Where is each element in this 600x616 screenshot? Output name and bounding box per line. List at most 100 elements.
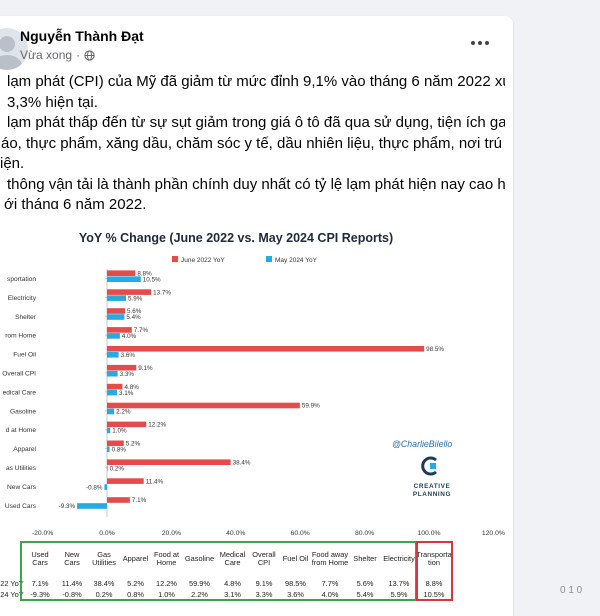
bar-june-2022 (107, 289, 152, 295)
data-label: 10.5% (143, 276, 161, 283)
table-cell: 59.9% (189, 579, 210, 588)
x-tick-label: -20.0% (32, 530, 54, 537)
category-label: Apparel (13, 446, 36, 453)
data-label: -0.8% (86, 484, 103, 491)
table-cell: 12.2% (156, 579, 177, 588)
bar-may-2024 (107, 370, 118, 377)
bar-june-2022 (107, 383, 123, 390)
cpi-comparison-table: Used Cars New Cars Gas Utilities Apparel Foo… (0, 541, 510, 601)
table-row-label: 24 YoY (0, 590, 24, 599)
logo-text-line: PLANNING (413, 491, 451, 498)
bar-june-2022 (107, 270, 136, 276)
data-label: 5.9% (128, 295, 143, 302)
table-header-cell: Overall CPI (252, 550, 276, 567)
bar-may-2024 (107, 276, 141, 282)
x-tick-label: 60.0% (291, 530, 310, 537)
bar-may-2024 (107, 427, 111, 434)
data-label: 5.2% (126, 441, 141, 448)
highlight-frame-green (20, 541, 417, 601)
post-meta: Vừa xong · (20, 48, 95, 62)
data-label: 3.3% (120, 371, 135, 378)
avatar[interactable] (0, 28, 28, 70)
post-image[interactable]: YoY % Change (June 2022 vs. May 2024 CPI… (0, 209, 513, 616)
chart-title: YoY % Change (June 2022 vs. May 2024 CPI… (79, 231, 393, 245)
x-tick-label: 40.0% (226, 530, 245, 537)
data-label: 8.8% (137, 270, 152, 277)
category-label: as Utilities (6, 465, 37, 472)
table-cell: 5.9% (390, 590, 408, 599)
bar-may-2024 (77, 503, 107, 509)
legend-label-june: June 2022 YoY (181, 257, 225, 264)
legend-label-may: May 2024 YoY (275, 257, 318, 264)
data-label: 4.8% (124, 384, 139, 391)
table-cell: 0.8% (127, 590, 144, 599)
table-header-cell: New Cars (64, 550, 80, 567)
avatar-image-icon (0, 36, 22, 70)
bar-may-2024 (107, 333, 120, 339)
x-tick-label: 120.0% (482, 530, 505, 537)
table-cell: 98.5% (285, 579, 306, 588)
table-cell: 5.2% (127, 579, 144, 588)
edge-text: 0 1 0 (560, 585, 583, 596)
table-cell: 10.5% (423, 590, 445, 599)
x-tick-label: 0.0% (99, 530, 115, 537)
data-label: 0.8% (112, 447, 127, 454)
table-cell: 2.2% (191, 590, 208, 599)
bar-june-2022 (107, 421, 147, 428)
category-label: rom Home (5, 333, 36, 340)
category-label: edical Care (3, 389, 37, 396)
dot-icon (478, 41, 482, 45)
data-label: 9.1% (138, 365, 153, 372)
table-cell: 4.0% (321, 590, 339, 599)
table-cell: 8.8% (425, 579, 443, 588)
data-label: 5.6% (127, 308, 142, 315)
meta-separator: · (76, 48, 81, 62)
more-options-button[interactable] (466, 34, 494, 52)
creative-planning-logo-icon (421, 456, 437, 476)
data-label: 11.4% (146, 478, 164, 485)
post-text-line: lạm phát (CPI) của Mỹ đã giảm từ mức đỉn… (7, 73, 505, 90)
post-text-line: ới tháng 6 năm 2022. (4, 196, 147, 213)
data-label: 3.6% (121, 352, 136, 359)
table-header-cell: Electricity (383, 554, 415, 563)
x-tick-label: 100.0% (417, 530, 440, 537)
data-label: 13.7% (153, 289, 171, 296)
post-text-line: áo, thực phẩm, xăng dầu, chăm sóc y tế, … (1, 134, 505, 152)
data-label: -9.3% (59, 503, 76, 510)
category-label: Fuel Oil (13, 352, 36, 359)
table-header-cell: Food at Home (153, 550, 180, 567)
bar-may-2024 (107, 314, 125, 320)
facebook-post: Nguyễn Thành Đạt Vừa xong · lạm phát (CP… (0, 16, 513, 616)
post-author-name[interactable]: Nguyễn Thành Đạt (20, 28, 144, 44)
bar-june-2022 (107, 327, 132, 333)
post-text-line: iện. (0, 155, 25, 172)
table-cell: 3.3% (255, 590, 273, 599)
table-header-cell: Shelter (353, 554, 377, 563)
legend-swatch-june (172, 256, 178, 262)
cpi-bar-chart: YoY % Change (June 2022 vs. May 2024 CPI… (2, 231, 505, 537)
table-header-cell: Gas Utilities (92, 550, 116, 567)
bar-may-2024 (107, 295, 126, 301)
bar-may-2024 (107, 408, 115, 415)
table-cell: 5.6% (356, 579, 374, 588)
highlight-frame-red (416, 541, 453, 601)
table-cell: -9.3% (30, 590, 50, 599)
data-label: 59.9% (302, 403, 320, 410)
table-row-label: 22 YoY (0, 579, 24, 588)
data-label: 2.2% (116, 409, 131, 416)
table-header-cell: Fuel Oil (282, 554, 309, 563)
table-cell: 7.7% (321, 579, 339, 588)
category-label: Shelter (15, 314, 37, 321)
table-cell: 11.4% (61, 579, 83, 588)
dot-icon (485, 41, 489, 45)
data-label: 12.2% (148, 422, 166, 429)
data-label: 1.0% (112, 428, 127, 435)
dot-icon (471, 41, 475, 45)
table-header-cell: Apparel (122, 554, 149, 563)
globe-icon[interactable] (84, 49, 95, 61)
bar-may-2024 (107, 446, 110, 453)
table-cell: 1.0% (158, 590, 175, 599)
table-header-cell: Gasoline (184, 554, 215, 563)
category-label: d at Home (6, 427, 37, 434)
post-timestamp[interactable]: Vừa xong (20, 48, 73, 62)
